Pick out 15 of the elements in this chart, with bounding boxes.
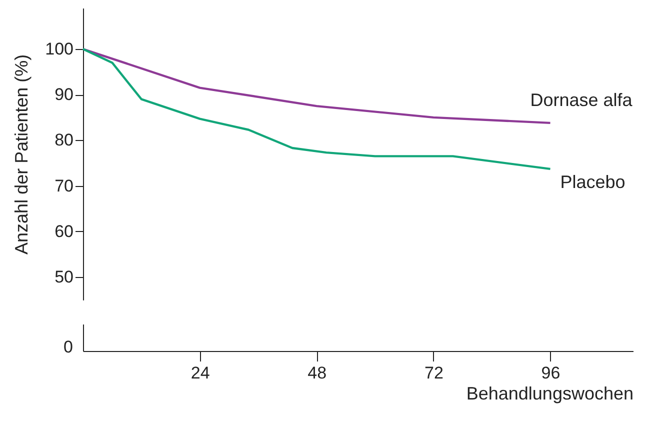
text: 0 bbox=[64, 337, 73, 356]
x-tick-label: 96 bbox=[541, 364, 560, 382]
series-label: Dornase alfa bbox=[530, 90, 634, 110]
y-tick-label: 100 bbox=[45, 40, 74, 59]
x-tick-label: 72 bbox=[424, 364, 444, 382]
y-tick-label: 90 bbox=[54, 85, 74, 104]
y-axis-title: Anzahl der Patienten (%) bbox=[12, 54, 32, 254]
x-axis-title: Behandlungswochen bbox=[466, 384, 634, 404]
x-tick-label: 48 bbox=[308, 364, 327, 382]
y-tick-label: 70 bbox=[54, 176, 74, 196]
y-tick-label: 80 bbox=[54, 130, 74, 150]
y-tick-label: 50 bbox=[54, 268, 74, 287]
x-tick-label: 24 bbox=[190, 364, 210, 382]
y-tick-label: 60 bbox=[54, 222, 74, 241]
series-label: Placebo bbox=[560, 172, 626, 192]
